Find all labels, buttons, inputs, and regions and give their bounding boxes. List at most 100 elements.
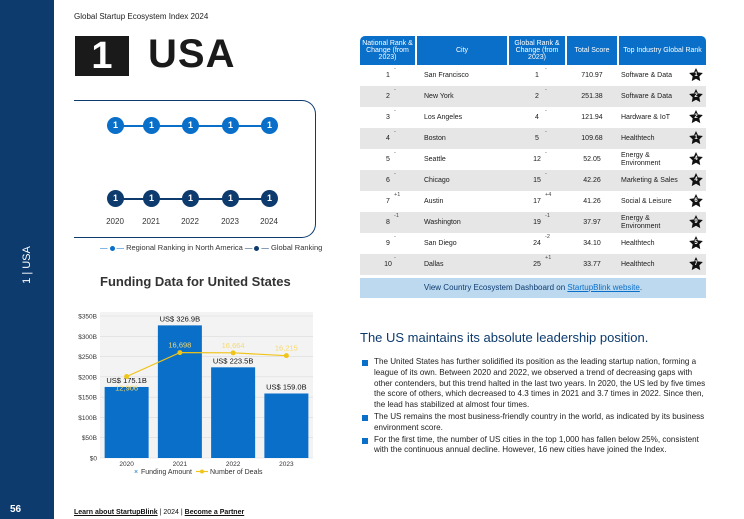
- national-rank: 6: [386, 177, 390, 184]
- city-cell: Austin: [416, 191, 508, 212]
- global-rank: 17: [533, 198, 541, 205]
- total-score-cell: 42.26: [566, 170, 618, 191]
- ranking-panel: [74, 100, 316, 238]
- national-rank: 7: [386, 198, 390, 205]
- global-rank-change: -: [545, 129, 547, 135]
- ranking-legend: — — Regional Ranking in North America — — …: [100, 243, 323, 252]
- city-cell: Seattle: [416, 149, 508, 170]
- industry-name: Hardware & IoT: [621, 113, 671, 121]
- global-rank-dot: 1: [182, 190, 199, 207]
- x-tick-label: 2023: [279, 461, 294, 468]
- total-score-cell: 37.97: [566, 212, 618, 233]
- national-rank: 10: [384, 261, 392, 268]
- industry-name: Healthtech: [621, 239, 655, 247]
- global-rank-cell: 12-: [508, 149, 566, 170]
- table-row: 9- San Diego 24 -2 34.10 Healthtech 5: [360, 233, 706, 254]
- top-industry-cell: Energy & Environment 9: [618, 212, 706, 233]
- partner-link[interactable]: Become a Partner: [184, 509, 245, 516]
- table-row: 6- Chicago 15-42.26 Marketing & Sales 4: [360, 170, 706, 191]
- global-rank-cell: 4-: [508, 107, 566, 128]
- global-rank: 19: [533, 219, 541, 226]
- national-rank-cell: 9-: [360, 233, 416, 254]
- learn-link[interactable]: Learn about StartupBlink: [74, 509, 158, 516]
- ranking-year-label: 2020: [106, 217, 124, 226]
- industry-name: Marketing & Sales: [621, 176, 678, 184]
- national-rank: 8: [386, 219, 390, 226]
- national-rank-cell: 10-: [360, 254, 416, 275]
- star-badge-icon: 2: [688, 88, 704, 104]
- star-badge-icon: 6: [688, 193, 704, 209]
- industry-rank: 7: [694, 261, 698, 267]
- global-rank-cell: 15-: [508, 170, 566, 191]
- global-rank: 5: [535, 135, 539, 142]
- footer-year: 2024: [163, 509, 179, 516]
- total-score-cell: 710.97: [566, 65, 618, 86]
- funding-legend-icon: ×: [134, 469, 138, 476]
- table-header-cell: Top Industry Global Rank: [617, 36, 706, 65]
- star-badge-icon: 4: [688, 151, 704, 167]
- regional-legend-label: Regional Ranking in North America: [126, 243, 243, 252]
- global-rank-change: -: [545, 108, 547, 114]
- deals-legend-label: Number of Deals: [210, 469, 263, 476]
- deals-data-label: 12,906: [115, 384, 138, 393]
- national-rank-cell: 7 +1: [360, 191, 416, 212]
- industry-rank: 4: [694, 177, 698, 183]
- startupblink-link[interactable]: StartupBlink website: [567, 283, 640, 292]
- top-industry-cell: Hardware & IoT 2: [618, 107, 706, 128]
- regional-rank-dot: 1: [107, 117, 124, 134]
- industry-rank: 9: [694, 219, 698, 225]
- deals-point: [283, 353, 289, 359]
- y-tick-label: $0: [90, 456, 98, 463]
- total-score-cell: 121.94: [566, 107, 618, 128]
- deals-line: [126, 352, 287, 378]
- funding-chart: $0 $50B $100B $150B $200B $250B $300B $350B US$ …: [78, 312, 313, 476]
- industry-name: Energy & Environment: [621, 152, 661, 167]
- table-header-cell: Global Rank & Change (from 2023): [507, 36, 566, 65]
- industry-rank: 6: [694, 198, 698, 204]
- global-rank-change: -1: [545, 213, 550, 219]
- table-header-cell: Total Score: [565, 36, 618, 65]
- regional-rank-dot: 1: [182, 117, 199, 134]
- industry-name: Software & Data: [621, 92, 672, 100]
- footer-links: Learn about StartupBlink | 2024 | Become…: [74, 509, 244, 516]
- industry-rank: 4: [694, 156, 698, 162]
- country-name: USA: [148, 32, 236, 76]
- deals-data-label: 16,664: [222, 341, 245, 350]
- national-rank-change: -: [394, 150, 396, 156]
- total-score-cell: 251.38: [566, 86, 618, 107]
- total-score-cell: 33.77: [566, 254, 618, 275]
- national-rank: 9: [386, 240, 390, 247]
- table-row: 2- New York 2-251.38 Software & Data 2: [360, 86, 706, 107]
- industry-name: Software & Data: [621, 71, 672, 79]
- ranking-year-label: 2021: [142, 217, 160, 226]
- section-headline: The US maintains its absolute leadership…: [360, 330, 649, 345]
- global-rank: 12: [533, 156, 541, 163]
- ranking-year-label: 2024: [260, 217, 278, 226]
- footer-separator: |: [159, 509, 162, 516]
- global-rank-cell: 2-: [508, 86, 566, 107]
- top-industry-cell: Software & Data 1: [618, 65, 706, 86]
- star-badge-icon: 1: [688, 130, 704, 146]
- regional-rank-dot: 1: [143, 117, 160, 134]
- global-legend-icon: [254, 245, 260, 251]
- table-row: 1- San Francisco 1-710.97 Software & Data 1: [360, 65, 706, 86]
- global-rank: 1: [535, 72, 539, 79]
- global-rank-change: -: [545, 87, 547, 93]
- national-rank-cell: 5-: [360, 149, 416, 170]
- national-rank-cell: 1-: [360, 65, 416, 86]
- global-rank: 15: [533, 177, 541, 184]
- dashboard-banner: View Country Ecosystem Dashboard on Star…: [360, 278, 706, 298]
- city-cell: Chicago: [416, 170, 508, 191]
- top-industry-cell: Energy & Environment 4: [618, 149, 706, 170]
- global-rank-dot: 1: [261, 190, 278, 207]
- global-rank: 4: [535, 114, 539, 121]
- national-rank: 4: [386, 135, 390, 142]
- deals-point: [124, 374, 130, 380]
- deals-point: [230, 350, 236, 356]
- national-rank-cell: 2-: [360, 86, 416, 107]
- global-rank-change: -: [545, 66, 547, 72]
- global-rank-dot: 1: [222, 190, 239, 207]
- ranking-year-label: 2023: [221, 217, 239, 226]
- national-rank-cell: 8 -1: [360, 212, 416, 233]
